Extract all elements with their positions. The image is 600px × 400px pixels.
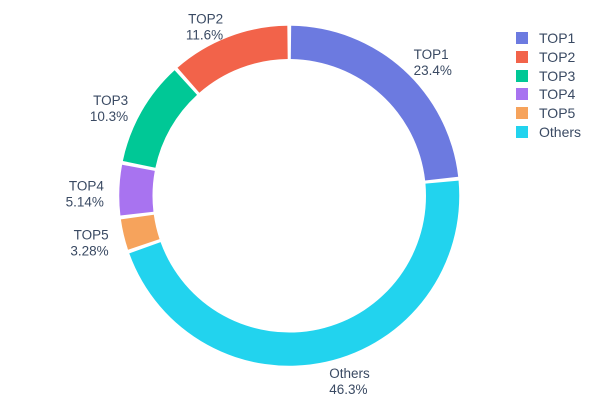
svg-text:5.14%: 5.14%	[66, 195, 104, 210]
svg-text:10.3%: 10.3%	[90, 109, 128, 124]
svg-text:46.3%: 46.3%	[329, 382, 367, 397]
svg-text:TOP4: TOP4	[69, 179, 105, 194]
svg-text:TOP1: TOP1	[414, 47, 449, 62]
svg-text:TOP2: TOP2	[188, 11, 223, 26]
svg-text:23.4%: 23.4%	[414, 63, 452, 78]
svg-text:11.6%: 11.6%	[186, 27, 223, 42]
svg-text:Others: Others	[329, 366, 370, 381]
svg-text:TOP5: TOP5	[74, 227, 109, 242]
svg-text:3.28%: 3.28%	[70, 243, 108, 258]
svg-text:TOP3: TOP3	[93, 93, 128, 108]
